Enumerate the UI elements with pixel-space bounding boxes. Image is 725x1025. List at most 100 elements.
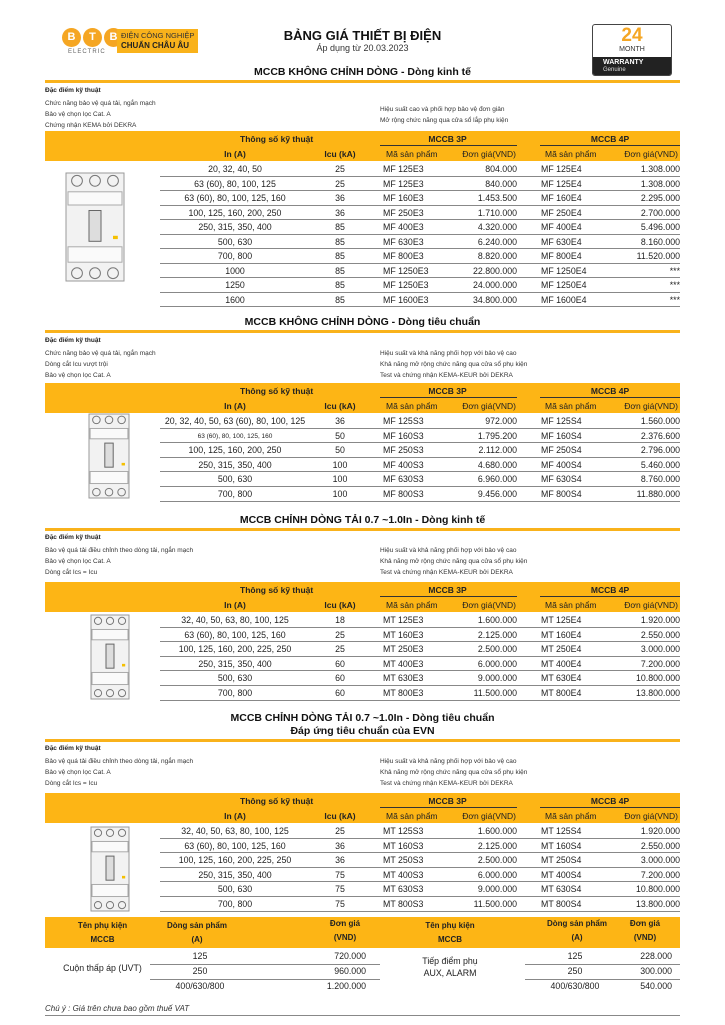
cell-price-3p: 34.800.000	[472, 294, 517, 305]
cell-in: 250, 315, 350, 400	[198, 869, 272, 880]
cell-price-4p: ***	[669, 280, 680, 290]
cell-icu: 25	[335, 826, 345, 836]
cell-price-3p: 6.000.000	[477, 658, 517, 669]
hdr-price: Đơn giá(VND)	[462, 149, 516, 159]
cell-in: 63 (60), 80, 100, 125, 160	[184, 193, 286, 203]
feature-heading: Đặc điểm kỹ thuật	[45, 745, 101, 752]
cell-icu: 36	[335, 193, 345, 203]
cell-code-3p: MF 1250E3	[383, 265, 429, 276]
logo-sub: ELECTRIC	[68, 49, 106, 55]
cell-price-3p: 24.000.000	[472, 280, 517, 290]
cell-code-3p: MF 1600E3	[383, 294, 429, 305]
hdr-code: Mã sản phẩm	[386, 811, 438, 821]
cell-price-4p: 11.880.000	[636, 489, 680, 499]
cell-code-3p: MF 1250E3	[383, 280, 429, 290]
hdr-icu: Icu (kA)	[324, 811, 356, 821]
cell-price-3p: 1.795.200	[477, 430, 517, 441]
hdr-name-2: MCCB	[90, 935, 115, 944]
accessory-row: 400/630/800 540.000	[525, 980, 680, 995]
cell-price-4p: 1.560.000	[640, 416, 680, 426]
cell-icu: 36	[335, 840, 345, 851]
cell-icu: 100	[332, 489, 348, 499]
feature-item: Test và chứng nhận KEMA-KEUR bởi DEKRA	[380, 569, 513, 576]
divider	[380, 596, 517, 597]
cell-in: 63 (60), 80, 100, 125	[194, 178, 276, 189]
feature-item: Bảo vệ chọn lọc Cat. A	[45, 769, 111, 776]
feature-item: Chứng nhận KEMA bởi DEKRA	[45, 122, 137, 129]
hdr-code: Mã sản phẩm	[386, 600, 438, 610]
cell-code-4p: MF 125E4	[541, 164, 582, 174]
feature-item: Mở rộng chức năng qua cửa sổ lắp phụ kiệ…	[380, 117, 509, 124]
accessory-name: Tiếp điểm phụ AUX, ALARM	[380, 955, 520, 979]
cell-price-3p: 6.960.000	[477, 474, 517, 485]
cell-code-4p: MF 800E4	[541, 251, 582, 261]
cell-price-3p: 2.125.000	[477, 840, 517, 851]
divider	[540, 596, 680, 597]
cell-icu: 60	[335, 658, 345, 669]
table-row: 500, 630 85 MF 630E3 6.240.000 MF 630E4 …	[160, 235, 680, 249]
cell-price-4p: 8.160.000	[640, 236, 680, 247]
cell-code-4p: MF 1250E4	[541, 265, 587, 276]
cell-price-4p: 7.200.000	[640, 658, 680, 669]
cell-price: 960.000	[334, 966, 366, 976]
cell-icu: 85	[335, 280, 345, 290]
hdr-4p: MCCB 4P	[590, 386, 630, 396]
warranty-label: WARRANTY	[603, 59, 644, 66]
cell-price-4p: 10.800.000	[635, 673, 680, 684]
feature-item: Test và chứng nhận KEMA-KEUR bởi DEKRA	[380, 780, 513, 787]
hdr-price-2: (VND)	[633, 933, 657, 942]
cell-in: 500, 630	[217, 236, 253, 247]
cell-code-4p: MT 160S4	[541, 840, 582, 851]
cell-price-3p: 1.600.000	[477, 615, 517, 625]
cell-in: 32, 40, 50, 63, 80, 100, 125	[181, 826, 289, 836]
cell-code-4p: MF 400E4	[541, 222, 582, 232]
hdr-icu: Icu (kA)	[324, 600, 356, 610]
cell-code-3p: MT 400E3	[383, 658, 424, 669]
cell-icu: 18	[335, 615, 345, 625]
feature-item: Khả năng mở rộng chức năng qua cửa sổ ph…	[380, 361, 528, 368]
divider	[540, 807, 680, 808]
feature-item: Test và chứng nhận KEMA-KEUR bởi DEKRA	[380, 372, 513, 379]
hdr-price: Đơn giá(VND)	[624, 811, 678, 821]
hdr-3p: MCCB 3P	[428, 386, 467, 396]
cell-in: 100, 125, 160, 200, 250	[188, 207, 282, 218]
cell-price-4p: ***	[669, 265, 680, 276]
accessory-row: 400/630/800 1.200.000	[150, 980, 380, 995]
feature-item: Dòng cắt Ics = Icu	[45, 569, 98, 576]
table-row: 250, 315, 350, 400 100 MF 400S3 4.680.00…	[160, 458, 680, 473]
table-row: 1000 85 MF 1250E3 22.800.000 MF 1250E4 *…	[160, 264, 680, 278]
cell-price-3p: 2.112.000	[478, 445, 517, 456]
table-row: 1600 85 MF 1600E3 34.800.000 MF 1600E4 *…	[160, 293, 680, 307]
cell-code-3p: MF 250S3	[383, 445, 424, 456]
hdr-name-2: MCCB	[438, 935, 462, 944]
divider	[380, 807, 517, 808]
cell-price-4p: 2.550.000	[640, 629, 680, 640]
table-row: 100, 125, 160, 200, 225, 250 25 MT 250E3…	[160, 642, 680, 657]
hdr-line-2: (A)	[571, 933, 583, 942]
feature-item: Chức năng bảo vệ quá tải, ngắn mạch	[45, 100, 156, 107]
hdr-4p: MCCB 4P	[590, 134, 630, 144]
cell-code-4p: MT 400S4	[541, 869, 582, 880]
cell-price-4p: 2.796.000	[640, 445, 680, 456]
cell-price-3p: 972.000	[485, 416, 517, 426]
cell-in: 700, 800	[217, 688, 253, 698]
table-row: 63 (60), 80, 100, 125 25 MF 125E3 840.00…	[160, 177, 680, 191]
table-row: 63 (60), 80, 100, 125, 160 50 MF 160S3 1…	[160, 429, 680, 444]
table-row: 63 (60), 80, 100, 125, 160 36 MF 160E3 1…	[160, 191, 680, 206]
table-row: 700, 800 85 MF 800E3 8.820.000 MF 800E4 …	[160, 249, 680, 264]
logo-tagline: ĐIỆN CÔNG NGHIỆP CHUẨN CHÂU ÂU	[117, 29, 199, 53]
feature-item: Khả năng mở rộng chức năng qua cửa sổ ph…	[380, 769, 528, 776]
divider	[380, 397, 517, 398]
cell-price-3p: 4.320.000	[477, 222, 517, 232]
table-row: 500, 630 100 MF 630S3 6.960.000 MF 630S4…	[160, 472, 680, 487]
cell-in: 100, 125, 160, 200, 250	[188, 445, 282, 456]
warranty-badge: 24 MONTH WARRANTY Genuine	[592, 24, 672, 76]
cell-code-4p: MF 250S4	[541, 445, 582, 456]
cell-code-3p: MF 125E3	[383, 178, 424, 189]
cell-code-4p: MT 800S4	[541, 899, 582, 909]
cell-price: 720.000	[334, 951, 366, 961]
table-row: 100, 125, 160, 200, 250 50 MF 250S3 2.11…	[160, 443, 680, 458]
cell-code-4p: MF 630E4	[541, 236, 582, 247]
cell-code-3p: MT 800S3	[383, 899, 424, 909]
cell-code-3p: MT 250S3	[383, 855, 424, 866]
